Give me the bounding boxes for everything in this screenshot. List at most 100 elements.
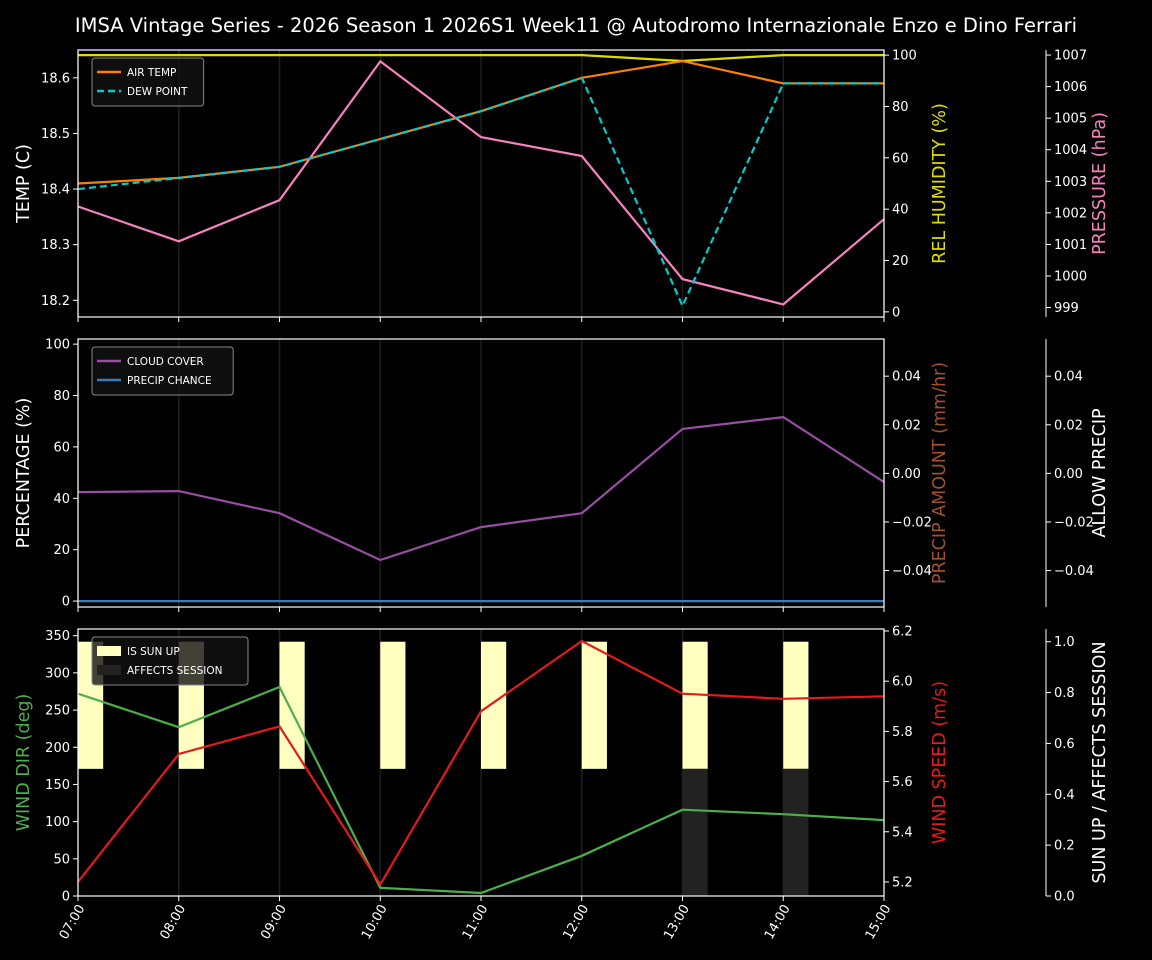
- panel-3: 0 50 100 150 200 250 300 350 WIND DIR (deg) 5.2 5.…: [14, 625, 1110, 905]
- axis-label: WIND SPEED (m/s): [930, 681, 950, 844]
- legend-label: AIR TEMP: [127, 67, 176, 79]
- y-tick-label: 0.04: [1054, 370, 1083, 385]
- legend: AIR TEMP DEW POINT: [91, 57, 205, 107]
- y-tick-label: 5.2: [892, 875, 913, 890]
- y-tick-label: 0.4: [1054, 788, 1075, 803]
- legend-box: [91, 346, 234, 396]
- bar-is-sun-up: [481, 641, 507, 769]
- y-tick-label: 1003: [1054, 175, 1087, 190]
- y-tick-label: 0.04: [892, 370, 921, 385]
- x-tick-label: 13:00: [661, 902, 693, 942]
- wind-dir-line: [77, 685, 885, 895]
- y-tick-label: 40: [892, 203, 909, 218]
- legend-label: DEW POINT: [127, 86, 188, 98]
- bar-is-sun-up: [380, 641, 406, 769]
- legend-label: IS SUN UP: [127, 646, 180, 658]
- axis-label: TEMP (C): [14, 144, 34, 224]
- y-tick-label: 0: [892, 305, 900, 320]
- y-tick-label: 100: [892, 49, 917, 64]
- chart-title: IMSA Vintage Series - 2026 Season 1 2026…: [74, 14, 1078, 37]
- cloud-cover-line: [77, 415, 885, 562]
- y-tick-label: 18.3: [41, 238, 70, 253]
- legend-label: CLOUD COVER: [127, 356, 204, 368]
- y-tick-label: 1002: [1054, 206, 1087, 221]
- y-tick-label: 250: [45, 704, 70, 719]
- legend: IS SUN UP AFFECTS SESSION: [91, 636, 249, 686]
- pressure-line: [77, 59, 885, 306]
- wind-speed-line: [77, 639, 885, 887]
- axis-label: SUN UP / AFFECTS SESSION: [1090, 641, 1110, 883]
- y-tick-label: −0.04: [892, 564, 932, 579]
- y-tick-label: 300: [45, 666, 70, 681]
- y-tick-label: 0.02: [1054, 418, 1083, 433]
- rel-humidity-line: [78, 53, 884, 63]
- panel-1: 18.2 18.3 18.4 18.5 18.6 TEMP (C) 0 20 40 60 80 100…: [14, 49, 1110, 322]
- y-tick-label: 0.02: [892, 418, 921, 433]
- x-tick-label: 09:00: [258, 902, 290, 942]
- legend-label: PRECIP CHANCE: [127, 375, 212, 387]
- y-tick-label: −0.02: [892, 515, 932, 530]
- y-tick-label: 18.5: [41, 127, 70, 142]
- y-tick-label: 1006: [1054, 80, 1087, 95]
- y-tick-label: 5.6: [892, 775, 913, 790]
- bar-is-sun-up: [682, 641, 708, 769]
- y-tick-label: 18.6: [41, 71, 70, 86]
- y-tick-label: 999: [1054, 301, 1079, 316]
- bar-is-sun-up: [279, 641, 305, 769]
- x-tick-label: 14:00: [762, 902, 794, 942]
- y-tick-label: 0: [62, 890, 70, 905]
- y-tick-label: 80: [892, 100, 909, 115]
- x-tick-label: 12:00: [561, 902, 593, 942]
- y-tick-label: 20: [53, 543, 70, 558]
- y-tick-label: 100: [45, 815, 70, 830]
- bar-affects-session: [682, 768, 708, 896]
- y-tick-label: 200: [45, 741, 70, 756]
- axis-label: PRECIP AMOUNT (mm/hr): [930, 362, 950, 584]
- y-tick-label: 5.8: [892, 725, 913, 740]
- legend-swatch: [97, 646, 121, 656]
- x-tick-label: 11:00: [460, 902, 492, 942]
- y-tick-label: 1004: [1054, 143, 1087, 158]
- y-tick-label: 20: [892, 254, 909, 269]
- y-tick-label: 350: [45, 629, 70, 644]
- y-tick-label: 0.2: [1054, 839, 1075, 854]
- y-tick-label: 0.00: [892, 467, 921, 482]
- y-tick-label: 0: [62, 595, 70, 610]
- x-tick-label: 10:00: [359, 902, 391, 942]
- y-tick-label: 80: [53, 389, 70, 404]
- x-tick-label: 07:00: [57, 902, 89, 942]
- y-tick-label: 0.6: [1054, 737, 1075, 752]
- legend-box: [91, 57, 205, 107]
- y-tick-label: 60: [53, 440, 70, 455]
- y-tick-label: 1001: [1054, 238, 1087, 253]
- y-tick-label: −0.02: [1054, 515, 1094, 530]
- y-tick-label: 0.0: [1054, 890, 1075, 905]
- y-tick-label: 1.0: [1054, 635, 1075, 650]
- axis-label: ALLOW PRECIP: [1090, 408, 1110, 537]
- axis-label: PERCENTAGE (%): [14, 398, 34, 549]
- axis-label: REL HUMIDITY (%): [930, 103, 950, 264]
- bar-is-sun-up: [783, 641, 809, 769]
- y-tick-label: 150: [45, 778, 70, 793]
- x-tick-label: 08:00: [158, 902, 190, 942]
- legend-box: [91, 636, 249, 686]
- x-tick-label: 15:00: [863, 902, 895, 942]
- y-tick-label: 1007: [1054, 49, 1087, 64]
- y-tick-label: 6.2: [892, 625, 913, 640]
- y-tick-label: 0.00: [1054, 467, 1083, 482]
- y-tick-label: 18.2: [41, 294, 70, 309]
- y-tick-label: 0.8: [1054, 686, 1075, 701]
- legend-swatch: [97, 665, 121, 675]
- bar-affects-session: [783, 768, 809, 896]
- axis-label: PRESSURE (hPa): [1090, 112, 1110, 255]
- axis-label: WIND DIR (deg): [14, 694, 34, 832]
- y-tick-label: 100: [45, 338, 70, 353]
- y-tick-label: 6.0: [892, 675, 913, 690]
- y-tick-label: 50: [53, 852, 70, 867]
- dew-point-line: [77, 76, 884, 309]
- bar-is-sun-up: [581, 641, 607, 769]
- y-tick-label: 5.4: [892, 825, 913, 840]
- y-tick-label: 60: [892, 151, 909, 166]
- y-tick-label: 40: [53, 492, 70, 507]
